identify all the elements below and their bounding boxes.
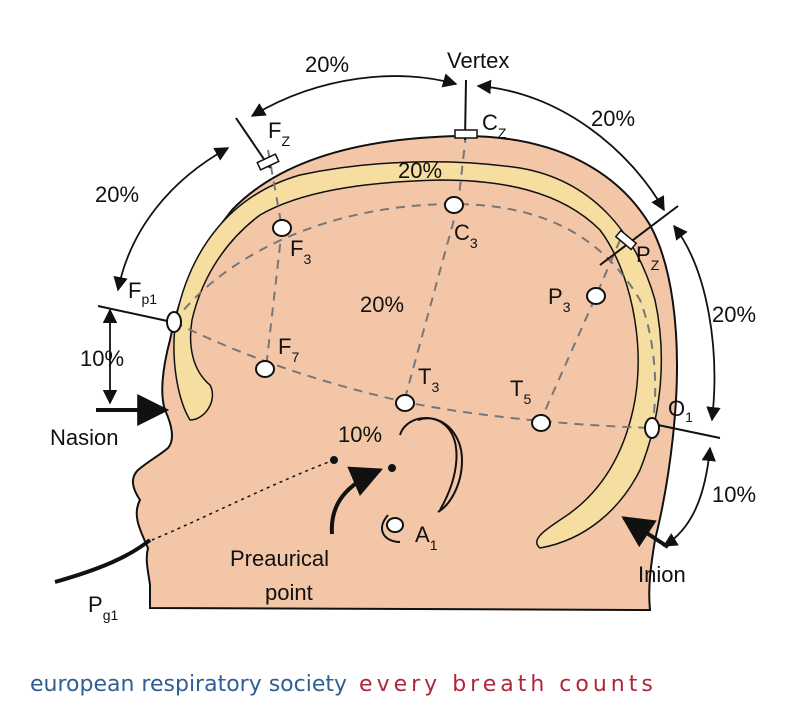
pct-inner-top: 20% bbox=[398, 158, 442, 183]
label-p3: P3 bbox=[548, 284, 571, 315]
electrode-p3 bbox=[586, 287, 606, 305]
label-t5: T5 bbox=[510, 376, 531, 407]
vertex-label: Vertex bbox=[447, 48, 509, 73]
preauricular-dot bbox=[388, 464, 396, 472]
measurement-arcs bbox=[102, 73, 721, 547]
pct-right-lower: 10% bbox=[712, 482, 756, 507]
label-f3: F3 bbox=[290, 236, 311, 267]
label-t3: T3 bbox=[418, 364, 439, 395]
electrode-f3 bbox=[272, 219, 292, 237]
electrode-t5 bbox=[531, 414, 551, 432]
preauricular-label-2: point bbox=[265, 580, 313, 605]
footer: european respiratory society every breath… bbox=[30, 672, 790, 706]
label-pz: PZ bbox=[636, 242, 660, 273]
preauricular-label: Preaurical bbox=[230, 546, 329, 571]
nasion-label: Nasion bbox=[50, 425, 118, 450]
pct-right-upper: 20% bbox=[712, 302, 756, 327]
electrode-a1 bbox=[386, 517, 404, 533]
label-cz: CZ bbox=[482, 110, 507, 141]
tagline: every breath counts bbox=[359, 672, 657, 697]
inion-arrow bbox=[621, 516, 670, 549]
pct-center: 20% bbox=[360, 292, 404, 317]
electrode-fp1 bbox=[166, 311, 182, 333]
label-c3: C3 bbox=[454, 220, 478, 251]
ear bbox=[381, 416, 464, 543]
pct-left-upper: 20% bbox=[95, 182, 139, 207]
label-pg1: Pg1 bbox=[88, 592, 118, 623]
midline-markers bbox=[256, 129, 638, 251]
inion-label: Inion bbox=[638, 562, 686, 587]
pg1-curve bbox=[54, 538, 152, 584]
pct-top-left: 20% bbox=[305, 52, 349, 77]
org-name: european respiratory society bbox=[30, 672, 348, 697]
label-o1: O1 bbox=[668, 396, 693, 425]
pct-top-right: 20% bbox=[591, 106, 635, 131]
label-a1: A1 bbox=[415, 522, 438, 553]
label-fz: FZ bbox=[268, 118, 290, 149]
label-f7: F7 bbox=[278, 334, 299, 365]
pct-ear: 10% bbox=[338, 422, 382, 447]
electrode-circles bbox=[166, 196, 660, 533]
label-fp1: Fp1 bbox=[128, 278, 157, 307]
dotted-line bbox=[151, 459, 335, 541]
electrode-f7 bbox=[255, 360, 275, 378]
electrode-o1 bbox=[644, 417, 660, 439]
preauricular-arrow bbox=[329, 466, 383, 535]
electrode-c3 bbox=[444, 196, 464, 214]
pct-left-lower: 10% bbox=[80, 346, 124, 371]
electrode-t3 bbox=[395, 394, 415, 412]
